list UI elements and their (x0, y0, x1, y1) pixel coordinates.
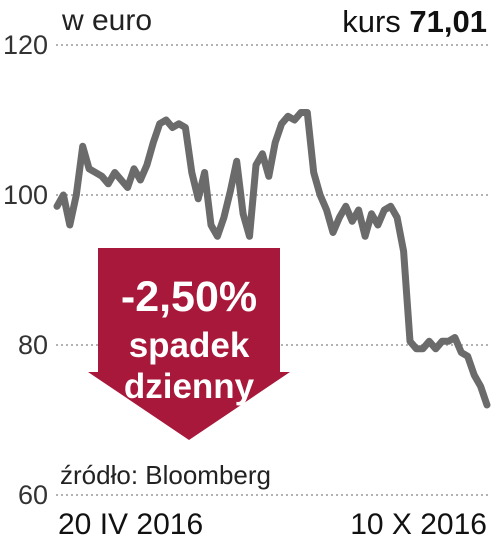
badge-change: -2,50% (121, 273, 257, 321)
price-label: kurs (342, 4, 401, 39)
y-tick-120: 120 (3, 30, 48, 60)
x-end-label: 10 X 2016 (350, 508, 487, 541)
down-arrow-badge (88, 248, 290, 440)
series (53, 109, 491, 409)
price-readout: kurs 71,01 (342, 4, 487, 40)
price-value: 71,01 (409, 4, 487, 39)
y-tick-80: 80 (18, 330, 48, 360)
badge-line1: spadek (129, 326, 250, 365)
y-tick-100: 100 (3, 180, 48, 210)
y-axis: 60 80 100 120 (3, 30, 48, 510)
badge-line2: dzienny (124, 367, 255, 406)
x-start-label: 20 IV 2016 (58, 508, 204, 541)
source-note: źródło: Bloomberg (60, 460, 271, 490)
unit-label: w euro (62, 4, 153, 37)
y-tick-60: 60 (18, 480, 48, 510)
price-line (53, 109, 491, 409)
change-badge: -2,50% spadek dzienny (88, 248, 290, 440)
